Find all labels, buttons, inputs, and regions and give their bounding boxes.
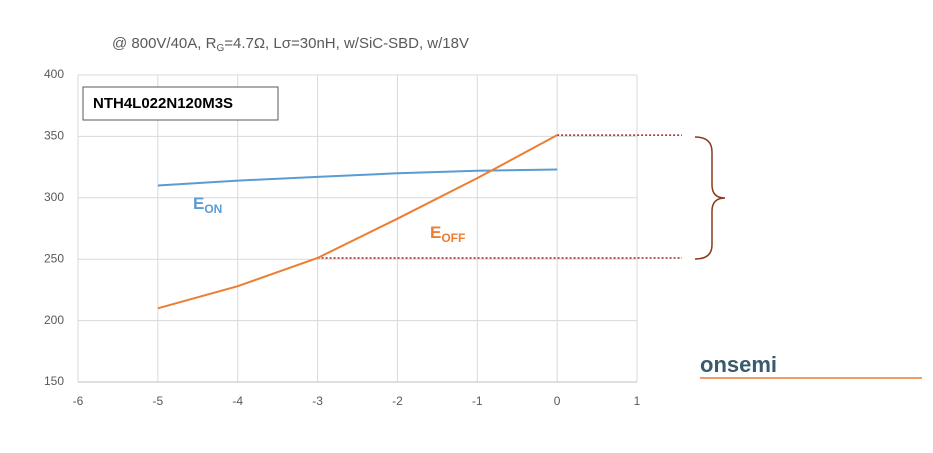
title-part: @ 800V/40A, R (112, 35, 217, 52)
y-tick-label: 200 (44, 313, 64, 327)
logo: onsemi (700, 352, 777, 377)
series-line (157, 168, 558, 187)
x-tick-label: -6 (73, 394, 84, 408)
x-tick-label: -5 (153, 394, 164, 408)
y-tick-label: 400 (44, 67, 64, 81)
legend-sub: OFF (441, 231, 465, 245)
x-tick-label: 0 (554, 394, 561, 408)
y-tick-label: 300 (44, 190, 64, 204)
annotation: NTH4L022N120M3S (93, 95, 233, 112)
legend-label: EOFF (430, 223, 465, 245)
title-sub: G (216, 43, 224, 54)
x-tick-label: 1 (634, 394, 641, 408)
y-tick-label: 350 (44, 129, 64, 143)
legend-base: E (430, 223, 441, 242)
chart-title: @ 800V/40A, RG=4.7Ω, Lσ=30nH, w/SiC-SBD,… (112, 35, 469, 54)
legend-base: E (193, 194, 204, 213)
legend-sub: ON (204, 202, 222, 216)
x-tick-label: -1 (472, 394, 483, 408)
x-tick-label: -2 (392, 394, 403, 408)
legend-label: EON (193, 194, 222, 216)
brace (694, 136, 726, 260)
annotation-box (82, 86, 279, 121)
title-part: =4.7Ω, Lσ=30nH, w/SiC-SBD, w/18V (224, 35, 469, 52)
x-tick-label: -4 (232, 394, 243, 408)
series-line (157, 134, 558, 310)
y-tick-label: 250 (44, 251, 64, 265)
x-tick-label: -3 (312, 394, 323, 408)
y-tick-label: 150 (44, 374, 64, 388)
